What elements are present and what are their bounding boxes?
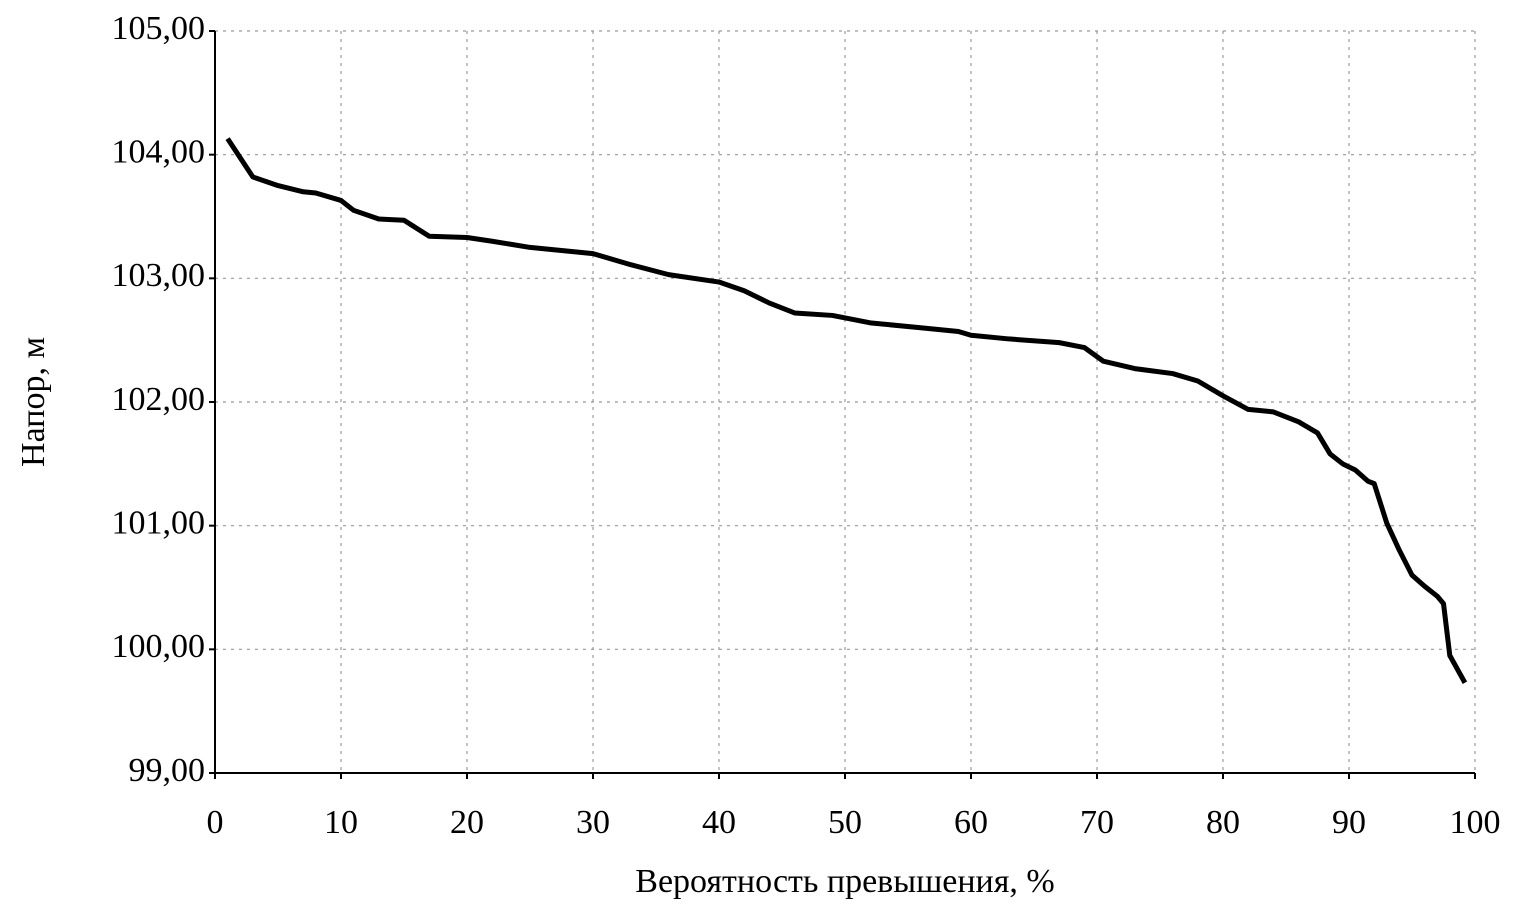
y-tick-label: 101,00 (112, 504, 206, 541)
y-axis-label: Напор, м (15, 337, 52, 467)
x-tick-label: 80 (1206, 804, 1240, 841)
x-tick-label: 70 (1080, 804, 1114, 841)
y-tick-label: 103,00 (112, 257, 206, 294)
y-tick-label: 104,00 (112, 133, 206, 170)
y-tick-label: 105,00 (112, 10, 206, 47)
x-tick-label: 30 (576, 804, 610, 841)
x-tick-label: 100 (1450, 804, 1501, 841)
line (225, 137, 1468, 684)
y-tick-label: 100,00 (112, 628, 206, 665)
x-tick-label: 60 (954, 804, 988, 841)
y-tick-label: 99,00 (129, 752, 206, 789)
x-tick-label: 90 (1332, 804, 1366, 841)
x-tick-label: 10 (324, 804, 358, 841)
x-tick-label: 0 (207, 804, 224, 841)
x-tick-label: 20 (450, 804, 484, 841)
y-tick-label: 102,00 (112, 381, 206, 418)
x-tick-label: 50 (828, 804, 862, 841)
x-axis-label: Вероятность превышения, % (635, 863, 1054, 900)
x-tick-label: 40 (702, 804, 736, 841)
